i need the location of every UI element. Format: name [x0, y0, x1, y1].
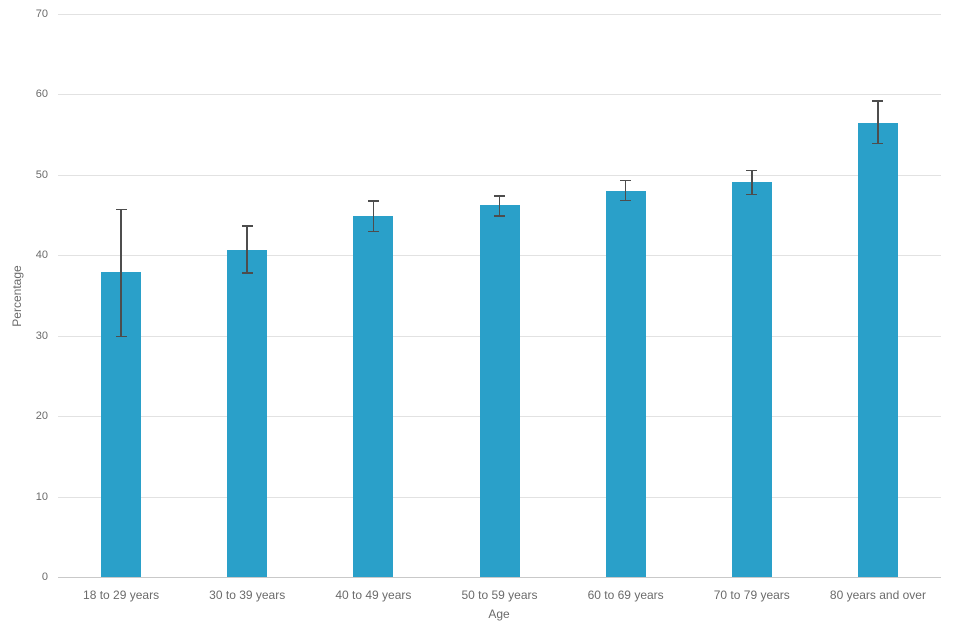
y-tick-label-20: 20 [35, 410, 48, 423]
error-bar-bottom-cap-18-to-29-years [115, 335, 127, 338]
error-bar-line-50-to-59-years [498, 196, 501, 216]
x-tick-label-18-to-29-years: 18 to 29 years [83, 588, 160, 602]
y-tick-label-70: 70 [35, 8, 48, 20]
gridline-y-70 [58, 14, 941, 15]
y-tick-label-0: 0 [41, 571, 48, 583]
x-tick-label-40-to-49-years: 40 to 49 years [335, 588, 412, 602]
error-bar-bottom-cap-40-to-49-years [367, 230, 379, 233]
error-bar-top-cap-18-to-29-years [115, 208, 127, 211]
error-bar-line-80-years-and-over [877, 101, 879, 143]
bar-60-to-69-years[interactable] [605, 190, 646, 577]
error-bar-bottom-cap-50-to-59-years [494, 215, 505, 217]
x-tick-label-50-to-59-years: 50 to 59 years [461, 588, 538, 602]
error-bar-top-cap-60-to-69-years [620, 179, 632, 182]
y-tick-label-60: 60 [35, 88, 48, 101]
bar-50-to-59-years[interactable] [479, 205, 520, 577]
y-tick-label-10: 10 [35, 490, 48, 503]
bar-30-to-39-years[interactable] [227, 249, 268, 577]
x-axis-title: Age [488, 607, 510, 621]
error-bar-line-18-to-29-years [120, 210, 122, 336]
error-bar-line-60-to-69-years [624, 181, 627, 200]
bar-80-years-and-over[interactable] [857, 122, 898, 577]
error-bar-bottom-cap-80-years-and-over [872, 142, 884, 145]
gridline-y-50 [58, 174, 941, 176]
error-bar-top-cap-70-to-79-years [746, 169, 758, 172]
x-axis-line [58, 577, 941, 578]
error-bar-top-cap-50-to-59-years [494, 195, 505, 197]
error-bar-bottom-cap-30-to-39-years [241, 272, 253, 274]
plot-area [58, 14, 941, 578]
x-tick-label-30-to-39-years: 30 to 39 years [209, 588, 286, 602]
x-tick-label-60-to-69-years: 60 to 69 years [587, 588, 664, 602]
y-tick-label-30: 30 [35, 329, 48, 342]
error-bar-line-70-to-79-years [751, 171, 753, 194]
error-bar-top-cap-40-to-49-years [367, 200, 379, 202]
bar-40-to-49-years[interactable] [353, 215, 394, 577]
error-bar-top-cap-80-years-and-over [872, 100, 884, 102]
x-tick-label-70-to-79-years: 70 to 79 years [713, 588, 790, 602]
error-bar-line-40-to-49-years [372, 201, 375, 231]
x-tick-label-80-years-and-over: 80 years and over [829, 588, 926, 602]
error-bar-top-cap-30-to-39-years [241, 225, 253, 227]
gridline-y-60 [58, 94, 941, 96]
y-tick-label-40: 40 [35, 249, 48, 262]
error-bar-bottom-cap-60-to-69-years [620, 199, 632, 202]
y-tick-label-50: 50 [35, 168, 48, 181]
y-axis-title: Percentage [10, 265, 24, 327]
error-bar-line-30-to-39-years [246, 226, 248, 273]
bar-70-to-79-years[interactable] [731, 182, 772, 577]
error-bar-bottom-cap-70-to-79-years [746, 193, 758, 196]
